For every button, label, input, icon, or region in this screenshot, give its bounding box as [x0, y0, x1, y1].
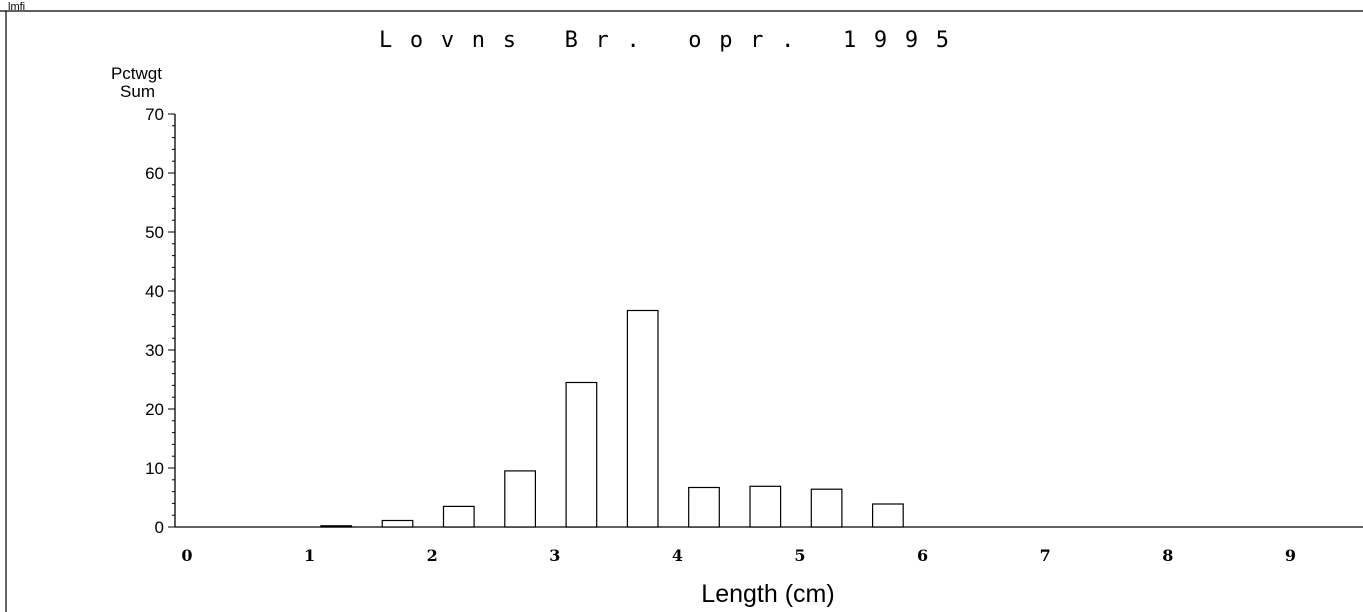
y-axis-label-line-2: Sum: [120, 82, 155, 101]
y-tick-label: 10: [145, 459, 164, 478]
y-tick-label: 70: [145, 105, 164, 124]
bar: [565, 381, 598, 528]
x-tick-label: 1: [304, 546, 315, 565]
y-tick-label: 0: [155, 518, 164, 537]
bar: [504, 470, 536, 528]
x-tick-label: 7: [1040, 546, 1051, 565]
x-tick-label: 6: [917, 546, 928, 565]
bar: [871, 503, 904, 528]
chart-title: Lovns Br. opr. 1995: [379, 28, 949, 53]
x-axis: 0 1 2 3 4 5 6 7 8 9: [175, 526, 1363, 565]
bar-series: [320, 309, 904, 528]
x-tick-label: 4: [672, 546, 683, 565]
y-tick-label: 30: [145, 341, 164, 360]
y-axis: 0 10 20 30 40 50 60 70: [145, 105, 176, 537]
bar: [320, 525, 353, 528]
bar: [442, 505, 475, 528]
x-tick-label: 9: [1285, 546, 1296, 565]
bar: [381, 519, 414, 528]
x-tick-label: 8: [1162, 546, 1173, 565]
y-tick-label: 50: [145, 223, 164, 242]
x-tick-label: 5: [794, 546, 805, 565]
bar: [810, 488, 843, 528]
x-tick-label: 0: [181, 546, 192, 565]
x-tick-label: 2: [427, 546, 438, 565]
y-tick-label: 40: [145, 282, 164, 301]
x-tick-label: 3: [549, 546, 560, 565]
bar: [688, 486, 720, 528]
y-tick-label: 20: [145, 400, 164, 419]
bar: [626, 309, 659, 528]
y-tick-label: 60: [145, 164, 164, 183]
corner-label: lmfi: [8, 1, 25, 13]
y-axis-label-line-1: Pctwgt: [111, 64, 162, 83]
x-axis-label: Length (cm): [701, 580, 834, 608]
bar: [749, 485, 782, 528]
